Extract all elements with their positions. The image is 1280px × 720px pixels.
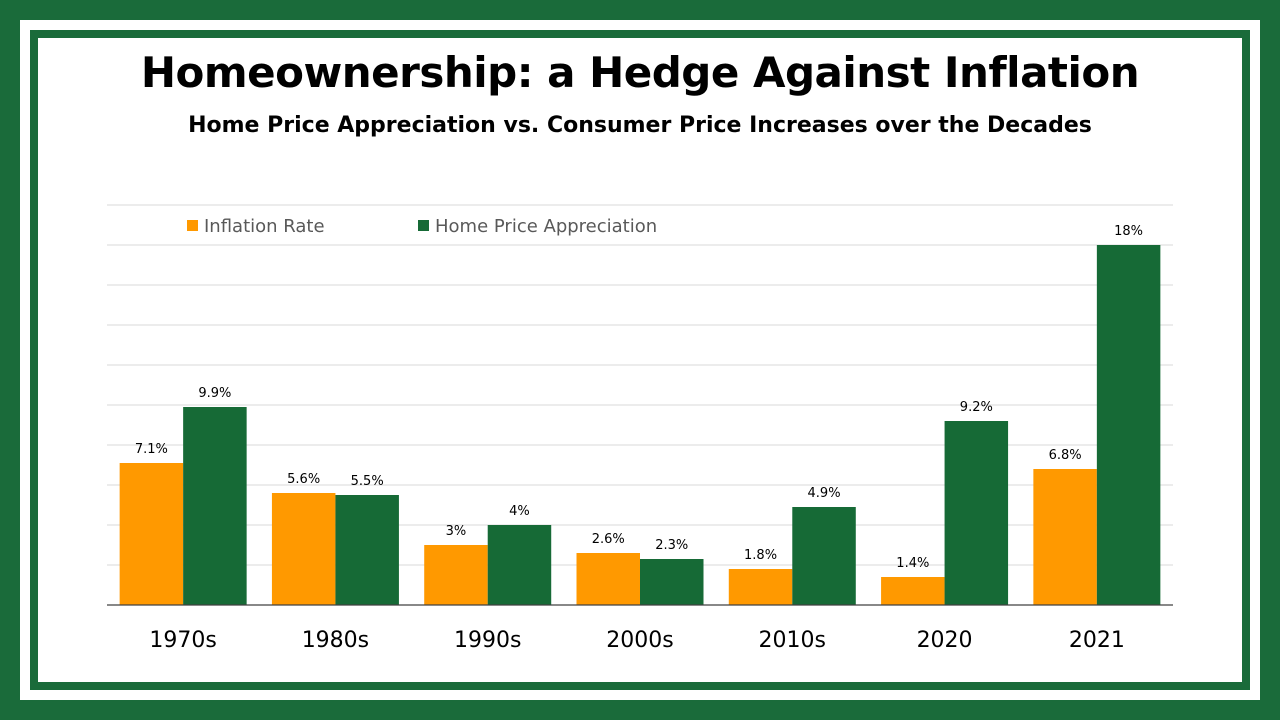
- data-label: 9.2%: [960, 400, 993, 415]
- bar-home-price: [640, 559, 704, 605]
- data-label: 18%: [1114, 224, 1143, 239]
- page-title: Homeownership: a Hedge Against Inflation: [140, 48, 1140, 97]
- bar-home-price: [487, 525, 552, 605]
- bar-home-price: [183, 407, 247, 605]
- x-tick-label: 2021: [1069, 628, 1125, 653]
- legend-label-inflation: Inflation Rate: [204, 216, 325, 237]
- bar-inflation: [728, 569, 793, 605]
- bar-inflation: [1033, 469, 1097, 605]
- bar-inflation: [271, 493, 336, 605]
- bar-inflation: [119, 463, 184, 605]
- data-label: 4%: [509, 504, 530, 519]
- data-label: 4.9%: [808, 486, 841, 501]
- bar-inflation: [424, 545, 488, 605]
- x-tick-label: 2010s: [759, 628, 826, 653]
- bar-home-price: [792, 507, 856, 605]
- data-label: 5.5%: [351, 474, 384, 489]
- data-label: 3%: [446, 524, 467, 539]
- page-subtitle: Home Price Appreciation vs. Consumer Pri…: [188, 113, 1092, 138]
- x-tick-label: 1980s: [302, 628, 369, 653]
- legend-swatch-home-price: [418, 220, 429, 231]
- x-tick-label: 2020: [917, 628, 973, 653]
- legend-swatch-inflation: [187, 220, 198, 231]
- data-label: 9.9%: [198, 386, 231, 401]
- legend-label-home-price: Home Price Appreciation: [435, 216, 657, 237]
- data-label: 6.8%: [1049, 448, 1082, 463]
- bar-home-price: [335, 495, 399, 605]
- x-tick-label: 2000s: [606, 628, 673, 653]
- bar-inflation: [881, 577, 945, 605]
- x-tick-label: 1990s: [454, 628, 521, 653]
- data-label: 1.8%: [744, 548, 777, 563]
- bar-home-price: [944, 421, 1009, 605]
- data-label: 5.6%: [287, 472, 320, 487]
- x-tick-label: 1970s: [149, 628, 216, 653]
- data-label: 2.6%: [592, 532, 625, 547]
- bar-inflation: [576, 553, 640, 605]
- bar-home-price: [1096, 245, 1161, 605]
- data-label: 7.1%: [135, 442, 168, 457]
- data-label: 1.4%: [896, 556, 929, 571]
- data-label: 2.3%: [655, 538, 688, 553]
